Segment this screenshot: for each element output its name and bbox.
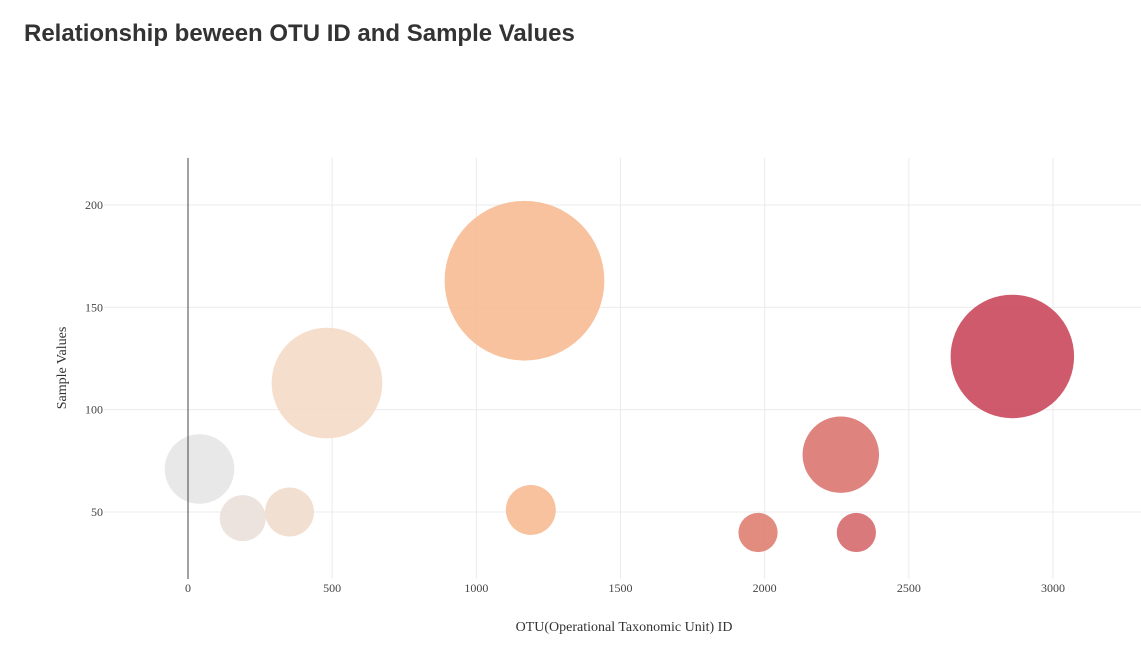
x-tick-label: 2500 bbox=[897, 581, 921, 595]
data-point bbox=[836, 512, 876, 553]
axes: 0 500 1000 1500 2000 2500 3000 50 100 150 200 bbox=[85, 158, 1065, 595]
x-tick-label: 500 bbox=[323, 581, 341, 595]
y-tick-label: 100 bbox=[85, 403, 103, 417]
y-tick-label: 200 bbox=[85, 198, 103, 212]
x-axis-title: OTU(Operational Taxonomic Unit) ID bbox=[516, 620, 733, 635]
y-axis-title: Sample Values bbox=[55, 327, 70, 410]
data-point bbox=[444, 200, 605, 361]
data-point bbox=[950, 294, 1075, 419]
bubbles bbox=[164, 200, 1075, 553]
x-tick-label: 2000 bbox=[753, 581, 777, 595]
x-tick-label: 3000 bbox=[1041, 581, 1065, 595]
data-point bbox=[164, 434, 235, 504]
y-tick-label: 150 bbox=[85, 300, 103, 314]
x-tick-label: 1500 bbox=[609, 581, 633, 595]
chart-title: Relationship beween OTU ID and Sample Va… bbox=[24, 20, 575, 47]
y-tick-label: 50 bbox=[91, 505, 103, 519]
data-point bbox=[219, 495, 266, 542]
data-point bbox=[738, 512, 778, 553]
x-tick-label: 1000 bbox=[464, 581, 488, 595]
data-point bbox=[802, 416, 880, 493]
x-tick-label: 0 bbox=[185, 581, 191, 595]
data-point bbox=[505, 484, 556, 535]
grid bbox=[104, 158, 1141, 579]
data-point bbox=[271, 327, 383, 439]
data-point bbox=[264, 487, 314, 537]
